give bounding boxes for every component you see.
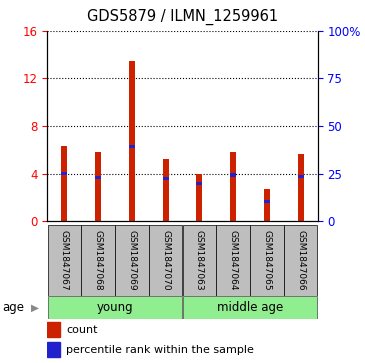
Text: ▶: ▶: [31, 303, 39, 313]
Bar: [47, 296, 182, 319]
Text: GSM1847069: GSM1847069: [127, 230, 137, 291]
Text: count: count: [66, 325, 98, 335]
Bar: [230, 152, 236, 221]
Text: GDS5879 / ILMN_1259961: GDS5879 / ILMN_1259961: [87, 9, 278, 25]
Bar: [129, 145, 135, 148]
Bar: [162, 177, 169, 180]
Text: young: young: [97, 301, 133, 314]
Bar: [81, 225, 115, 296]
Text: GSM1847068: GSM1847068: [93, 230, 103, 291]
Bar: [196, 174, 203, 221]
Bar: [47, 322, 59, 338]
Text: GSM1847063: GSM1847063: [195, 230, 204, 291]
Bar: [95, 152, 101, 221]
Text: GSM1847070: GSM1847070: [161, 230, 170, 291]
Bar: [182, 225, 216, 296]
Bar: [162, 159, 169, 221]
Bar: [216, 225, 250, 296]
Bar: [61, 172, 68, 175]
Bar: [284, 225, 318, 296]
Bar: [297, 175, 304, 178]
Text: age: age: [2, 301, 24, 314]
Bar: [61, 146, 68, 221]
Bar: [196, 182, 203, 185]
Text: GSM1847065: GSM1847065: [262, 230, 272, 291]
Bar: [95, 176, 101, 179]
Bar: [115, 225, 149, 296]
Bar: [47, 342, 59, 357]
Bar: [297, 154, 304, 221]
Bar: [149, 225, 182, 296]
Bar: [230, 173, 236, 177]
Text: middle age: middle age: [217, 301, 283, 314]
Text: GSM1847066: GSM1847066: [296, 230, 305, 291]
Bar: [250, 225, 284, 296]
Text: GSM1847067: GSM1847067: [60, 230, 69, 291]
Bar: [129, 61, 135, 221]
Text: GSM1847064: GSM1847064: [228, 230, 238, 291]
Bar: [182, 296, 318, 319]
Bar: [264, 200, 270, 203]
Bar: [264, 189, 270, 221]
Text: percentile rank within the sample: percentile rank within the sample: [66, 345, 254, 355]
Bar: [47, 225, 81, 296]
